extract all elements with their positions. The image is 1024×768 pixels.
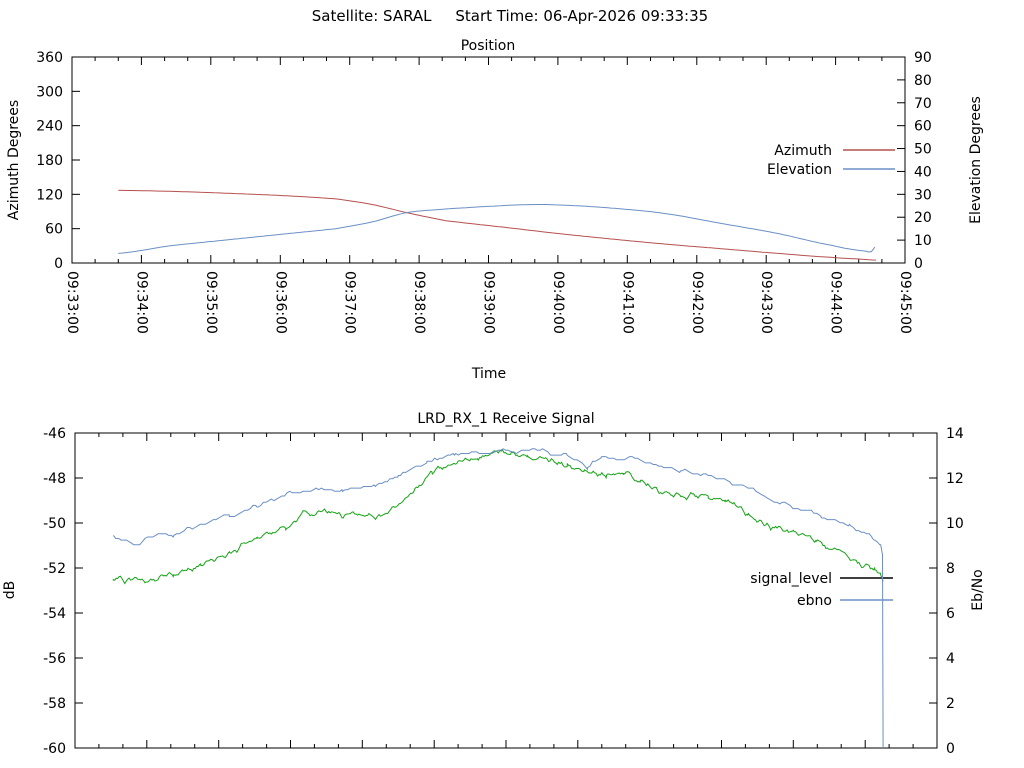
receive-signal-plot-area: -60 -58 -56 -54 -52 -50 -48 -46 0 2 4 6 8 10 12 14 <box>43 426 964 757</box>
x-tick-label: 09:35:00 <box>203 271 219 334</box>
azimuth-axis-label: Azimuth Degrees <box>6 100 22 220</box>
y-left-tick-label: -60 <box>43 741 66 757</box>
y-left-tick-label: -56 <box>43 651 66 667</box>
y-right-tick-label: 40 <box>914 164 932 180</box>
y-left-tick-label: -58 <box>43 696 66 712</box>
time-axis-label: Time <box>471 366 506 382</box>
x-tick-label: 09:44:00 <box>828 271 844 334</box>
ebno-axis-label: Eb/No <box>970 569 986 611</box>
y-left-tick-label: -46 <box>43 426 66 442</box>
y-left-tick-label: 60 <box>45 222 63 238</box>
x-tick-label: 09:43:00 <box>758 271 774 334</box>
y-right-tick-label: 0 <box>946 741 955 757</box>
x-tick-label: 09:37:00 <box>342 271 358 334</box>
y-right-tick-label: 20 <box>914 210 932 226</box>
elevation-axis-label: Elevation Degrees <box>968 96 984 224</box>
y-left-tick-label: -50 <box>43 516 66 532</box>
y-right-tick-label: 12 <box>946 471 964 487</box>
x-tick-label: 09:41:00 <box>619 271 635 334</box>
receive-signal-chart-title: LRD_RX_1 Receive Signal <box>417 411 594 427</box>
curve-elevation <box>118 204 876 254</box>
position-chart: Position Time Azimuth Degrees Elevation … <box>6 38 984 382</box>
plot-border <box>71 56 906 264</box>
position-plot-area: 09:33:00 09:34:00 09:35:00 09:36:00 09:37:00… <box>36 50 932 334</box>
curve-ebno <box>112 448 884 749</box>
y-left-tick-label: 240 <box>36 119 63 135</box>
y-right-tick-label: 0 <box>914 256 923 272</box>
x-tick-label: 09:36:00 <box>272 271 288 334</box>
x-tick-label: 09:45:00 <box>897 271 913 334</box>
y-right-tick-label: 80 <box>914 73 932 89</box>
y-right-tick-label: 10 <box>946 516 964 532</box>
y-left-tick-label: 180 <box>36 153 63 169</box>
legend-label-signal-level: signal_level <box>750 571 832 587</box>
y-right-tick-label: 4 <box>946 651 955 667</box>
y-right-tick-label: 60 <box>914 119 932 135</box>
y-right-tick-label: 14 <box>946 426 964 442</box>
y-left-tick-label: 360 <box>36 50 63 66</box>
y-right-tick-label: 70 <box>914 96 932 112</box>
curve-azimuth <box>118 189 877 261</box>
x-tick-label: 09:39:00 <box>481 271 497 334</box>
y-right-tick-label: 2 <box>946 696 955 712</box>
x-tick-label: 09:33:00 <box>64 271 80 334</box>
y-right-tick-label: 90 <box>914 50 932 66</box>
db-axis-label: dB <box>2 581 18 600</box>
y-right-tick-label: 8 <box>946 561 955 577</box>
y-right-tick-label: 30 <box>914 187 932 203</box>
legend-label-azimuth: Azimuth <box>774 143 832 159</box>
y-left-tick-label: -52 <box>43 561 66 577</box>
position-chart-title: Position <box>461 38 516 54</box>
y-left-tick-label: 0 <box>54 256 63 272</box>
y-right-tick-label: 10 <box>914 233 932 249</box>
receive-signal-chart: LRD_RX_1 Receive Signal dB Eb/No signal_… <box>2 411 986 757</box>
y-left-tick-label: 120 <box>36 187 63 203</box>
legend-label-elevation: Elevation <box>767 162 832 178</box>
main-title: Satellite: SARAL Start Time: 06-Apr-2026… <box>312 7 708 25</box>
x-tick-label: 09:38:00 <box>411 271 427 334</box>
plot-border <box>74 432 938 749</box>
x-tick-label: 09:40:00 <box>550 271 566 334</box>
y-left-tick-label: -54 <box>43 606 66 622</box>
x-tick-label: 09:34:00 <box>133 271 149 334</box>
y-left-tick-label: -48 <box>43 471 66 487</box>
curve-signal_level <box>112 449 884 585</box>
y-right-tick-label: 6 <box>946 606 955 622</box>
y-left-tick-label: 300 <box>36 84 63 100</box>
y-right-tick-label: 50 <box>914 142 932 158</box>
legend-label-ebno: ebno <box>797 593 832 609</box>
x-tick-label: 09:42:00 <box>689 271 705 334</box>
